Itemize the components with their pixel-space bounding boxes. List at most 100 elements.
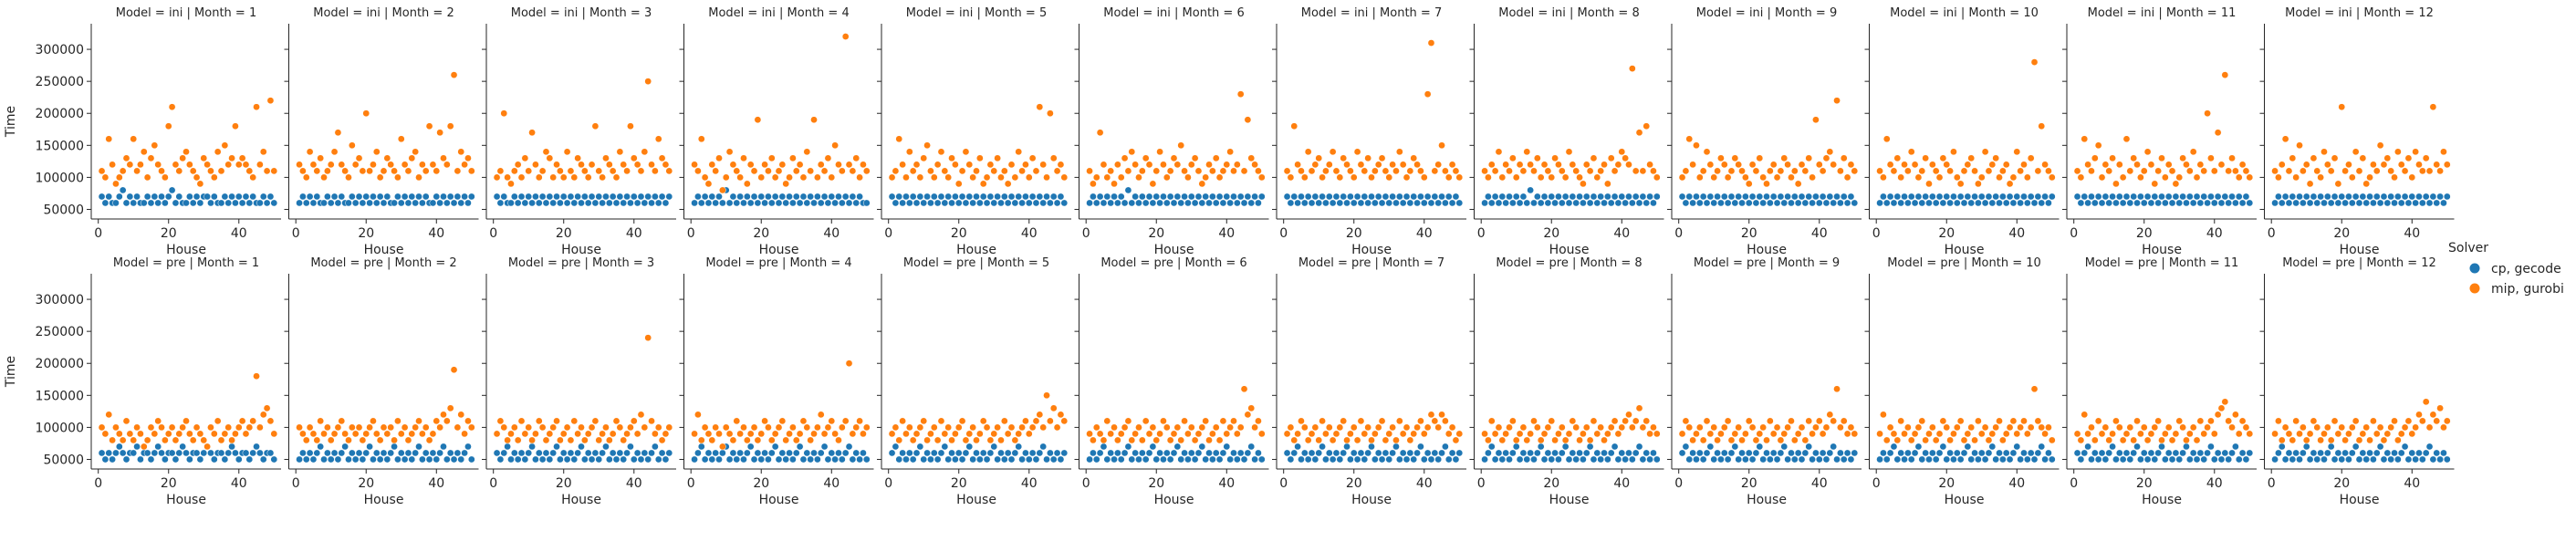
data-point-mip-gurobi — [528, 436, 536, 444]
data-point-cp-gecode — [2348, 199, 2356, 207]
data-point-mip-gurobi — [1544, 423, 1552, 432]
data-point-mip-gurobi — [633, 430, 641, 438]
data-point-mip-gurobi — [2418, 167, 2426, 175]
data-point-cp-gecode — [1893, 455, 1902, 464]
data-point-cp-gecode — [1283, 449, 1291, 457]
data-point-mip-gurobi — [380, 423, 388, 432]
data-point-cp-gecode — [1801, 199, 1809, 207]
data-point-mip-gurobi — [2006, 423, 2014, 432]
data-point-cp-gecode — [1481, 455, 1488, 464]
data-point-mip-gurobi — [2338, 103, 2346, 111]
data-point-cp-gecode — [2221, 193, 2229, 201]
data-point-mip-gurobi — [1444, 430, 1453, 438]
data-point-mip-gurobi — [767, 436, 776, 444]
data-point-mip-gurobi — [1413, 423, 1421, 432]
data-point-cp-gecode — [1382, 193, 1390, 201]
data-point-mip-gurobi — [1124, 417, 1132, 425]
data-point-mip-gurobi — [841, 33, 850, 40]
data-point-mip-gurobi — [1773, 423, 1781, 432]
data-point-mip-gurobi — [1882, 436, 1891, 444]
data-point-cp-gecode — [2235, 193, 2243, 201]
data-point-cp-gecode — [888, 449, 896, 457]
data-point-cp-gecode — [983, 199, 991, 207]
data-point-cp-gecode — [372, 449, 381, 457]
data-point-mip-gurobi — [2207, 417, 2215, 425]
data-point-cp-gecode — [1124, 443, 1132, 451]
data-point-mip-gurobi — [2415, 411, 2423, 419]
data-point-cp-gecode — [1720, 193, 1728, 201]
data-point-cp-gecode — [2098, 199, 2106, 207]
data-point-mip-gurobi — [196, 180, 204, 188]
data-point-mip-gurobi — [1128, 436, 1136, 444]
data-point-mip-gurobi — [1049, 154, 1058, 162]
data-point-cp-gecode — [1043, 455, 1050, 464]
data-point-cp-gecode — [2394, 455, 2402, 464]
data-point-cp-gecode — [1173, 193, 1182, 201]
data-point-mip-gurobi — [796, 161, 804, 169]
data-point-cp-gecode — [401, 193, 409, 201]
data-point-mip-gurobi — [2137, 173, 2144, 182]
data-point-cp-gecode — [2183, 199, 2190, 207]
data-point-cp-gecode — [1138, 193, 1146, 201]
data-point-cp-gecode — [612, 199, 621, 207]
data-point-mip-gurobi — [1988, 430, 1997, 438]
data-point-mip-gurobi — [1635, 404, 1643, 412]
data-point-mip-gurobi — [1714, 167, 1721, 175]
data-point-mip-gurobi — [1149, 423, 1157, 432]
data-point-mip-gurobi — [1424, 90, 1432, 99]
data-point-cp-gecode — [733, 199, 741, 207]
data-point-mip-gurobi — [578, 423, 585, 432]
data-point-cp-gecode — [570, 199, 579, 207]
data-point-mip-gurobi — [954, 423, 963, 432]
data-point-mip-gurobi — [567, 167, 575, 175]
data-point-mip-gurobi — [433, 417, 441, 425]
data-point-cp-gecode — [2373, 193, 2381, 201]
data-point-cp-gecode — [862, 455, 871, 464]
data-point-mip-gurobi — [2394, 148, 2402, 156]
data-point-mip-gurobi — [902, 430, 910, 438]
data-point-mip-gurobi — [2091, 154, 2099, 162]
data-point-cp-gecode — [1593, 199, 1601, 207]
data-point-mip-gurobi — [824, 154, 832, 162]
data-point-mip-gurobi — [422, 423, 430, 432]
data-point-cp-gecode — [355, 193, 363, 201]
x-tick-label: 20 — [951, 226, 967, 241]
data-point-mip-gurobi — [814, 173, 821, 182]
data-point-cp-gecode — [1932, 455, 1940, 464]
data-point-mip-gurobi — [563, 423, 571, 432]
data-point-cp-gecode — [1240, 455, 1248, 464]
data-point-cp-gecode — [1773, 199, 1781, 207]
data-point-cp-gecode — [1914, 443, 1923, 451]
data-point-cp-gecode — [2143, 193, 2152, 201]
data-point-mip-gurobi — [1255, 167, 1262, 175]
data-point-mip-gurobi — [2200, 430, 2208, 438]
x-tick-label: 0 — [94, 476, 102, 491]
data-point-mip-gurobi — [1442, 167, 1449, 175]
data-point-cp-gecode — [1819, 193, 1827, 201]
data-point-cp-gecode — [1226, 199, 1234, 207]
data-point-cp-gecode — [1191, 455, 1199, 464]
data-point-mip-gurobi — [355, 154, 363, 162]
data-point-mip-gurobi — [345, 173, 352, 182]
data-point-cp-gecode — [1329, 455, 1337, 464]
data-point-mip-gurobi — [1843, 430, 1851, 438]
data-point-mip-gurobi — [1315, 154, 1323, 162]
x-tick-label: 20 — [1148, 476, 1164, 491]
data-point-cp-gecode — [2338, 455, 2346, 464]
data-point-mip-gurobi — [122, 154, 130, 162]
data-point-mip-gurobi — [1561, 173, 1570, 182]
data-point-cp-gecode — [1304, 455, 1312, 464]
data-point-mip-gurobi — [1205, 161, 1213, 169]
facet-title: Model = ini | Month = 4 — [708, 6, 849, 20]
data-point-mip-gurobi — [1822, 154, 1830, 162]
data-point-cp-gecode — [627, 199, 634, 207]
data-point-mip-gurobi — [1498, 173, 1507, 182]
data-point-cp-gecode — [1788, 449, 1795, 457]
data-point-mip-gurobi — [937, 148, 945, 156]
data-point-mip-gurobi — [1632, 167, 1640, 175]
data-point-cp-gecode — [979, 449, 987, 457]
data-point-mip-gurobi — [2296, 430, 2303, 438]
data-point-mip-gurobi — [1202, 173, 1210, 182]
